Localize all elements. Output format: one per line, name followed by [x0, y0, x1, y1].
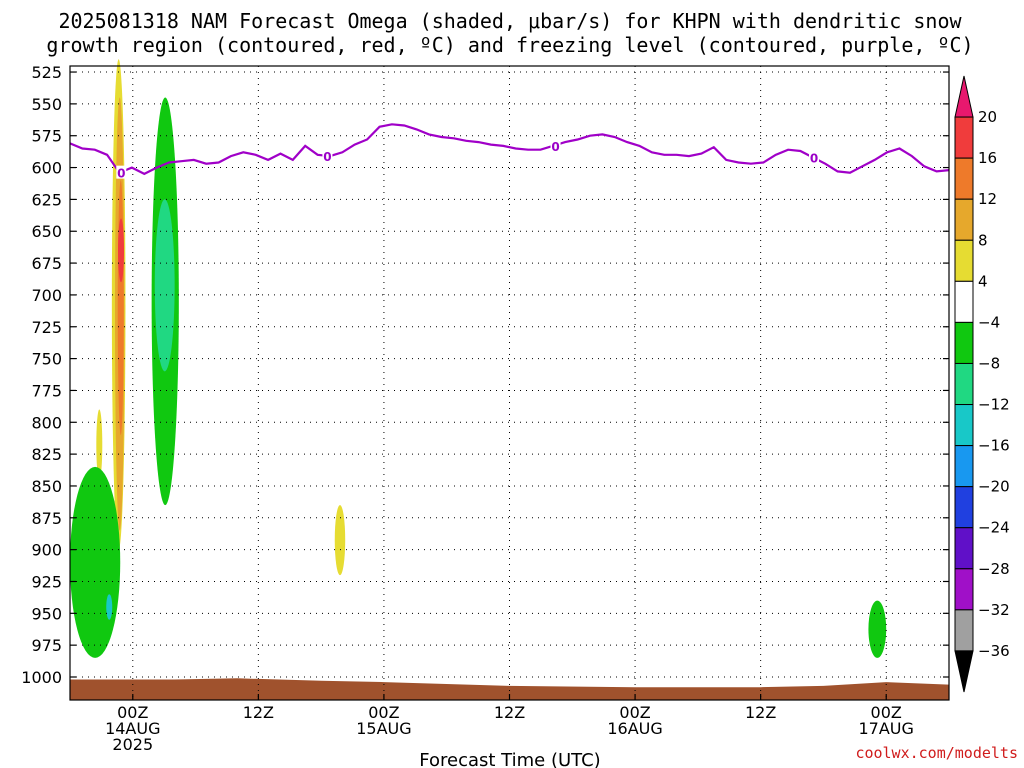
freezing-label: 0 — [117, 167, 125, 181]
colorbar-segment — [954, 239, 974, 282]
y-tick-label: 850 — [31, 477, 62, 496]
omega-region-8 — [106, 594, 113, 620]
y-tick-label: 925 — [31, 572, 62, 591]
x-tick-label: 12Z — [243, 703, 274, 722]
y-tick-label: 650 — [31, 222, 62, 241]
x-tick-label: 00Z — [871, 703, 902, 722]
omega-region-6 — [154, 199, 175, 372]
colorbar-label: −8 — [978, 354, 1000, 372]
y-tick-label: 700 — [31, 286, 62, 305]
y-tick-label: 750 — [31, 350, 62, 369]
x-tick-label: 00Z — [117, 703, 148, 722]
colorbar-segment — [954, 445, 974, 488]
colorbar: 20 16 12 8 4 −4 −8 −12 −16 −20 −24 −28 −32 −36 — [954, 75, 1010, 693]
freezing-label: 0 — [323, 150, 331, 164]
colorbar-label: −16 — [978, 437, 1010, 455]
x-tick-label: 14AUG — [105, 719, 160, 738]
colorbar-segment — [954, 362, 974, 406]
x-tick-label: 00Z — [368, 703, 399, 722]
colorbar-label: 12 — [978, 190, 997, 208]
freezing-label-bg — [116, 165, 127, 179]
omega-region-3 — [118, 218, 125, 283]
omega-region-10 — [868, 600, 887, 658]
omega-region-7 — [70, 466, 121, 658]
colorbar-label: 4 — [978, 272, 988, 290]
colorbar-segment — [954, 568, 974, 611]
colorbar-label: −36 — [978, 642, 1010, 660]
colorbar-label: −28 — [978, 560, 1010, 578]
y-tick-label: 550 — [31, 95, 62, 114]
y-tick-label: 725 — [31, 318, 62, 337]
y-tick-label: 950 — [31, 604, 62, 623]
colorbar-segment — [954, 404, 974, 447]
y-tick-label: 975 — [31, 636, 62, 655]
freezing-label: 0 — [810, 151, 818, 165]
colorbar-top-triangle — [954, 75, 974, 118]
x-tick-label: 12Z — [494, 703, 525, 722]
colorbar-segment — [954, 609, 974, 652]
y-tick-label: 525 — [31, 63, 62, 82]
y-tick-label: 1000 — [21, 668, 62, 687]
terrain-fill — [70, 678, 949, 700]
y-tick-label: 675 — [31, 254, 62, 273]
freezing-level-line — [69, 123, 950, 176]
grid-lines — [70, 66, 949, 700]
y-tick-label: 775 — [31, 381, 62, 400]
omega-region-4 — [96, 409, 103, 480]
y-axis: 525 550 575 600 625 650 675 700 725 750 775 800 825 8… — [21, 63, 949, 687]
colorbar-label: −12 — [978, 396, 1010, 414]
freezing-label-bg — [809, 150, 820, 164]
freezing-label-bg — [322, 149, 333, 163]
colorbar-bottom-triangle — [954, 650, 974, 693]
x-tick-label: 17AUG — [859, 719, 914, 738]
freezing-label-bg — [550, 138, 561, 152]
omega-region-9 — [334, 505, 346, 576]
x-tick-label: 12Z — [745, 703, 776, 722]
colorbar-label: −20 — [978, 478, 1010, 496]
x-axis-title: Forecast Time (UTC) — [419, 750, 600, 768]
x-tick-label: 15AUG — [356, 719, 411, 738]
x-tick-label: 00Z — [619, 703, 650, 722]
credit-link[interactable]: coolwx.com/modelts — [855, 744, 1018, 762]
colorbar-segment — [954, 116, 974, 159]
colorbar-segment — [954, 527, 974, 570]
colorbar-segment — [954, 321, 974, 364]
colorbar-segment — [954, 157, 974, 200]
colorbar-label: −32 — [978, 601, 1010, 619]
colorbar-segment — [954, 198, 974, 241]
y-tick-label: 825 — [31, 445, 62, 464]
terrain-area — [70, 678, 949, 700]
omega-region-2 — [117, 180, 124, 436]
y-tick-label: 600 — [31, 159, 62, 178]
x-tick-label: 16AUG — [607, 719, 662, 738]
colorbar-segment — [954, 280, 974, 323]
colorbar-label: 16 — [978, 149, 997, 167]
colorbar-segment — [954, 486, 974, 529]
colorbar-label: −24 — [978, 519, 1010, 537]
y-tick-label: 625 — [31, 190, 62, 209]
y-tick-label: 900 — [31, 541, 62, 560]
chart-title-line-2: growth region (contoured, red, ºC) and f… — [46, 33, 973, 57]
y-tick-label: 875 — [31, 509, 62, 528]
x-tick-label: 2025 — [112, 735, 153, 754]
freezing-label: 0 — [551, 140, 559, 154]
colorbar-label: −4 — [978, 313, 1000, 331]
y-tick-label: 800 — [31, 413, 62, 432]
y-tick-label: 575 — [31, 127, 62, 146]
colorbar-label: 8 — [978, 231, 988, 249]
colorbar-label: 20 — [978, 108, 997, 126]
freezing-level-contour: 0 0 0 0 — [69, 123, 950, 181]
chart-title-line-1: 2025081318 NAM Forecast Omega (shaded, μ… — [58, 9, 962, 33]
omega-shading — [70, 59, 887, 658]
